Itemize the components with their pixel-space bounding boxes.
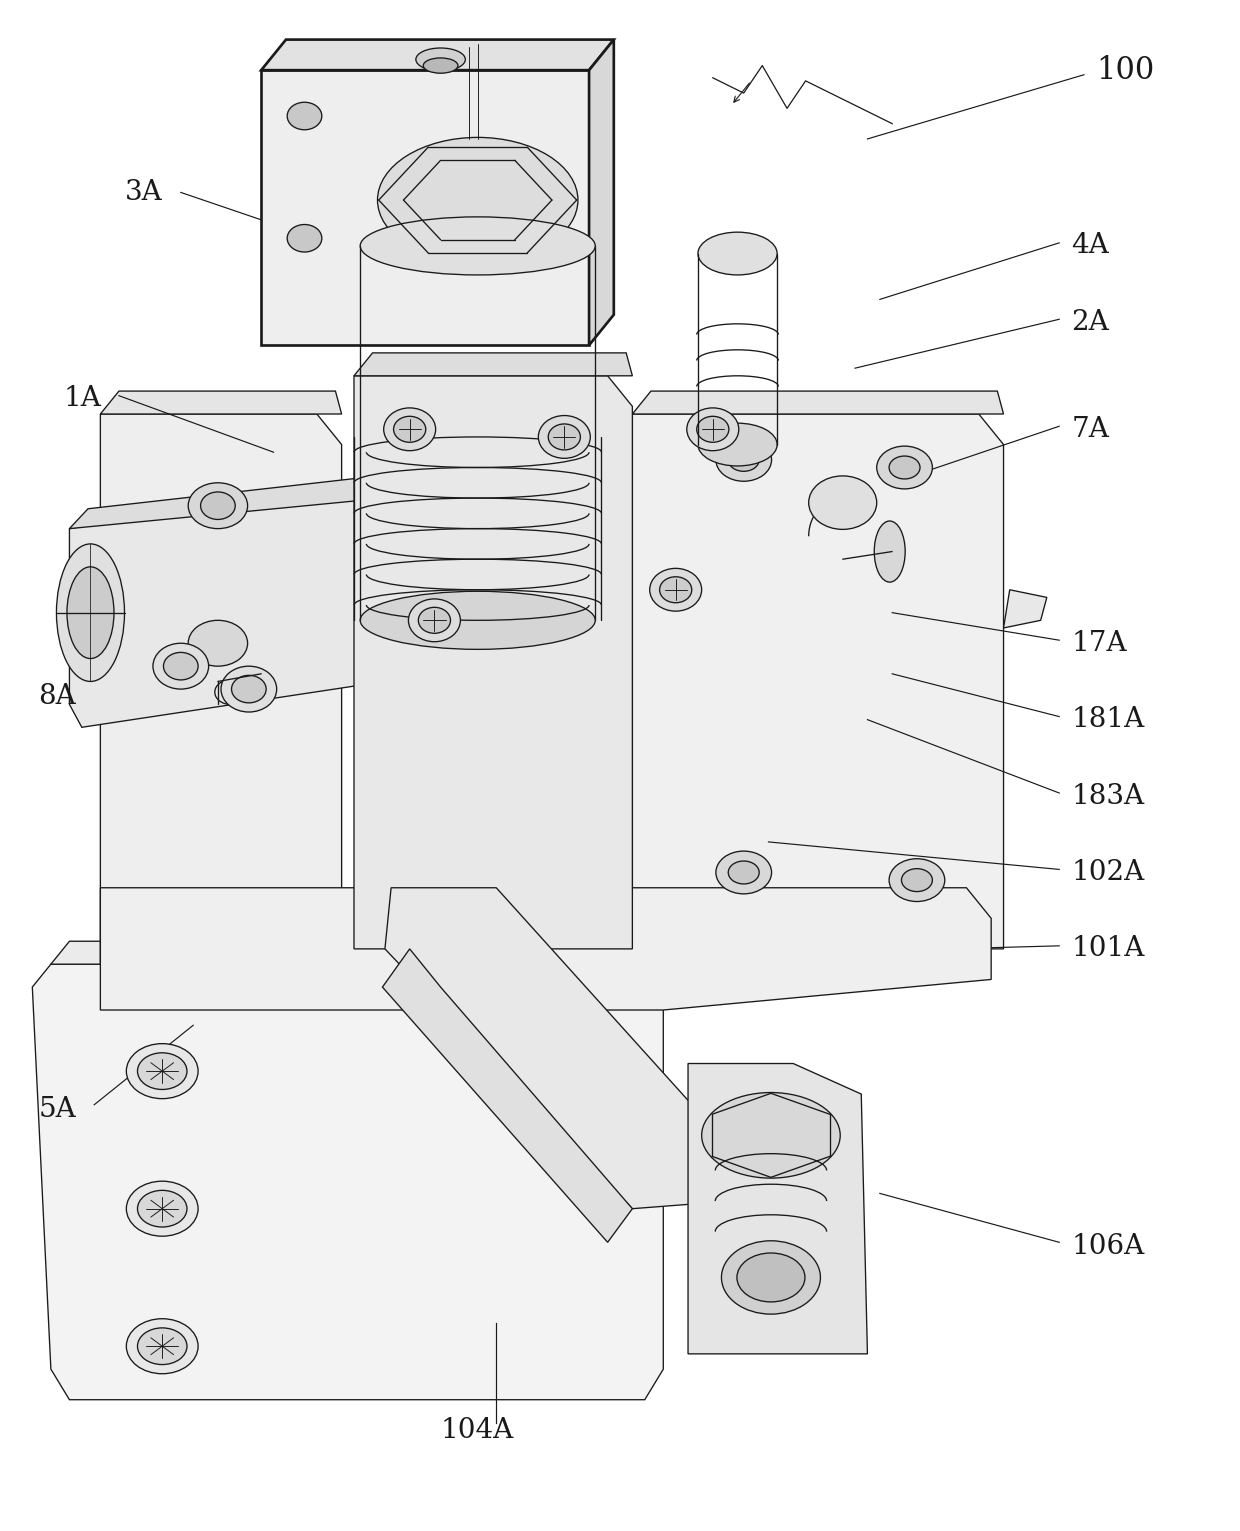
Ellipse shape [288,225,322,253]
Ellipse shape [188,482,248,528]
Ellipse shape [393,416,425,442]
Polygon shape [589,40,614,344]
Ellipse shape [423,58,458,73]
Polygon shape [262,70,589,344]
Ellipse shape [377,138,578,263]
Text: 102A: 102A [1071,859,1145,886]
Ellipse shape [548,424,580,450]
Ellipse shape [697,416,729,442]
Ellipse shape [808,476,877,530]
Ellipse shape [360,217,595,276]
Ellipse shape [57,544,124,681]
Text: 3A: 3A [125,179,162,205]
Polygon shape [262,40,614,70]
Ellipse shape [126,1044,198,1099]
Polygon shape [69,475,384,528]
Polygon shape [100,888,991,1010]
Text: 17A: 17A [1071,629,1127,657]
Ellipse shape [164,652,198,680]
Ellipse shape [715,851,771,894]
Text: 104A: 104A [440,1416,513,1444]
Text: 2A: 2A [1071,309,1110,335]
Text: 4A: 4A [1071,233,1110,259]
Ellipse shape [889,859,945,902]
Ellipse shape [126,1318,198,1373]
Ellipse shape [232,675,267,703]
Polygon shape [100,390,342,413]
Ellipse shape [138,1190,187,1226]
Ellipse shape [874,521,905,582]
Ellipse shape [877,446,932,488]
Ellipse shape [408,599,460,641]
Ellipse shape [383,407,435,450]
Ellipse shape [728,860,759,883]
Polygon shape [382,949,632,1242]
Text: 183A: 183A [1071,782,1145,810]
Text: 8A: 8A [38,683,76,710]
Ellipse shape [538,415,590,458]
Polygon shape [32,965,663,1399]
Text: 1A: 1A [63,386,102,412]
Polygon shape [69,482,384,727]
Ellipse shape [901,868,932,891]
Polygon shape [353,352,632,375]
Ellipse shape [737,1252,805,1301]
Text: 100: 100 [1096,55,1154,86]
Text: 101A: 101A [1071,935,1145,963]
Polygon shape [353,375,632,949]
Text: 5A: 5A [38,1096,76,1122]
Ellipse shape [702,1093,841,1179]
Polygon shape [384,888,738,1208]
Ellipse shape [698,423,777,465]
Ellipse shape [126,1182,198,1236]
Polygon shape [632,413,1003,949]
Polygon shape [688,1064,868,1353]
Ellipse shape [722,1240,821,1314]
Ellipse shape [138,1327,187,1364]
Ellipse shape [201,491,236,519]
Ellipse shape [415,47,465,70]
Ellipse shape [418,608,450,634]
Polygon shape [100,413,342,965]
Ellipse shape [153,643,208,689]
Ellipse shape [188,620,248,666]
Ellipse shape [687,407,739,450]
Ellipse shape [288,103,322,130]
Ellipse shape [698,233,777,276]
Ellipse shape [715,438,771,481]
Polygon shape [1003,589,1047,628]
Ellipse shape [728,449,759,472]
Ellipse shape [67,566,114,658]
Ellipse shape [660,577,692,603]
Ellipse shape [138,1053,187,1090]
Text: 181A: 181A [1071,706,1145,733]
Text: 106A: 106A [1071,1234,1145,1260]
Ellipse shape [889,456,920,479]
Ellipse shape [221,666,277,712]
Polygon shape [632,390,1003,413]
Ellipse shape [650,568,702,611]
Ellipse shape [360,591,595,649]
Text: 7A: 7A [1071,416,1110,442]
Polygon shape [51,942,663,965]
